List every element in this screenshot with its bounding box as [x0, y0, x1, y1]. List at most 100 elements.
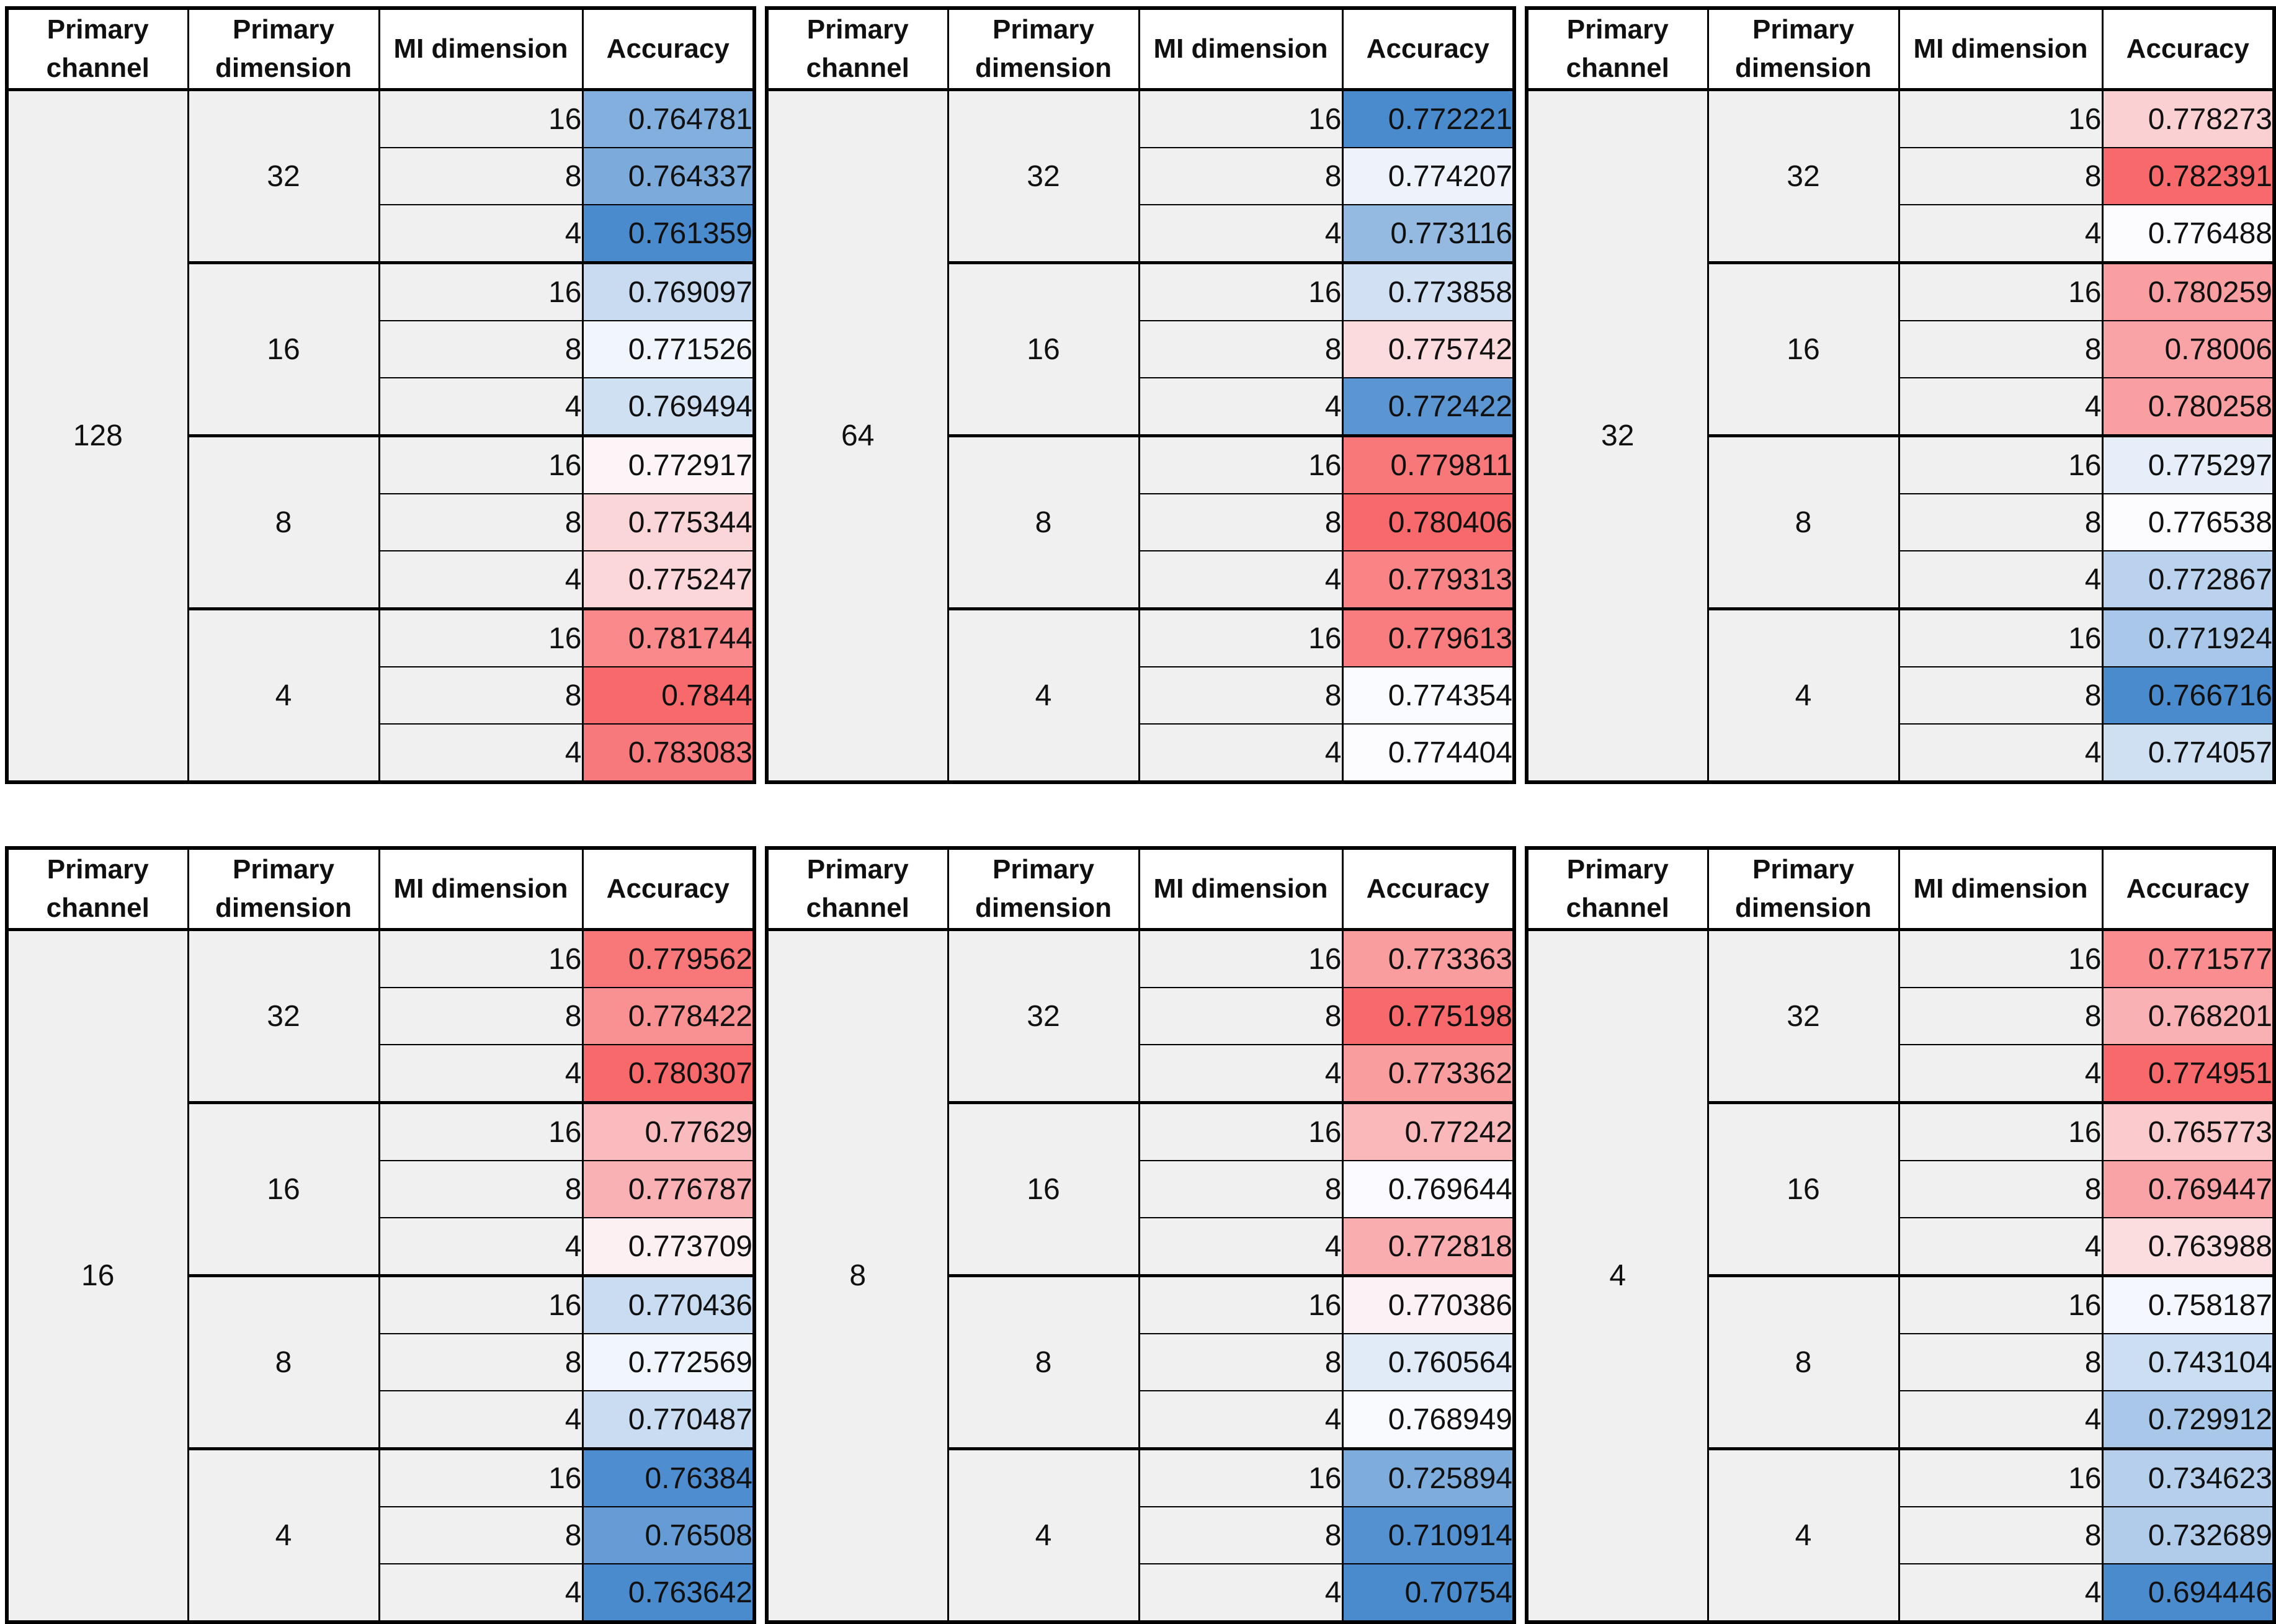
accuracy-cell: 0.765773 — [2101, 1101, 2275, 1161]
header-row: Primary channel Primary dimension MI dimen… — [6, 7, 756, 91]
table-row: 8 0.769447 — [1527, 1160, 2275, 1218]
table-row: 16 16 0.780259 — [1527, 261, 2275, 437]
primary-channel-cell: 32 — [1525, 88, 1709, 783]
accuracy-table-channel-16: Primary channel Primary dimension MI dimen… — [5, 846, 756, 1624]
mi-dimension-cell: 8 — [1138, 1506, 1344, 1564]
accuracy-cell: 0.781744 — [581, 607, 756, 667]
table-row: 4 0.776488 — [1527, 204, 2275, 264]
mi-dimension-cell: 4 — [378, 377, 584, 437]
table-row: 8 16 0.770436 — [7, 1274, 756, 1450]
table-row: 8 0.772569 — [7, 1333, 756, 1391]
table-row: 8 16 0.772917 — [7, 434, 756, 610]
accuracy-cell: 0.743104 — [2101, 1333, 2275, 1391]
accuracy-cell: 0.771577 — [2101, 928, 2275, 988]
accuracy-cell: 0.710914 — [1341, 1506, 1515, 1564]
accuracy-cell: 0.783083 — [581, 723, 756, 783]
accuracy-cell: 0.775344 — [581, 493, 756, 551]
mi-dimension-cell: 16 — [1138, 261, 1344, 321]
table-row: 8 0.710914 — [767, 1506, 1515, 1564]
accuracy-table-channel-8: Primary channel Primary dimension MI dimen… — [765, 846, 1516, 1624]
mi-dimension-cell: 16 — [378, 88, 584, 148]
header-mi-dimension: MI dimension — [1898, 7, 2104, 91]
primary-channel-cell: 128 — [6, 88, 189, 783]
mi-dimension-cell: 16 — [1898, 607, 2104, 667]
mi-dimension-cell: 4 — [1898, 1390, 2104, 1450]
accuracy-cell: 0.772818 — [1341, 1217, 1515, 1277]
mi-dimension-cell: 8 — [1898, 1333, 2104, 1391]
table-row: 8 16 0.779811 — [767, 434, 1515, 610]
table-row: 8 0.76508 — [7, 1506, 756, 1564]
primary-dimension-cell: 32 — [947, 928, 1140, 1104]
table-row: 128 32 16 0.764781 — [6, 88, 756, 783]
mi-dimension-cell: 4 — [1898, 1563, 2104, 1623]
accuracy-cell: 0.774951 — [2101, 1044, 2275, 1104]
accuracy-cell: 0.773362 — [1341, 1044, 1515, 1104]
table-row: 8 0.766716 — [1527, 666, 2275, 725]
header-primary-dimension: Primary dimension — [1707, 7, 1900, 91]
header-accuracy: Accuracy — [2101, 7, 2275, 91]
header-mi-dimension: MI dimension — [1138, 7, 1344, 91]
header-primary-channel: Primary channel — [1525, 847, 1709, 931]
mi-dimension-cell: 8 — [1898, 987, 2104, 1045]
accuracy-cell: 0.772867 — [2101, 550, 2275, 610]
mi-dimension-cell: 4 — [1898, 550, 2104, 610]
mi-dimension-cell: 16 — [1898, 88, 2104, 148]
table-row: 4 0.775247 — [7, 550, 756, 610]
accuracy-cell: 0.76508 — [581, 1506, 756, 1564]
table-row: 8 0.771526 — [7, 320, 756, 378]
mi-dimension-cell: 8 — [378, 1506, 584, 1564]
header-accuracy: Accuracy — [1341, 7, 1515, 91]
mi-dimension-cell: 16 — [1138, 1447, 1344, 1507]
accuracy-cell: 0.771526 — [581, 320, 756, 378]
header-mi-dimension: MI dimension — [1898, 847, 2104, 931]
primary-channel-cell: 8 — [765, 928, 949, 1623]
header-primary-dimension: Primary dimension — [187, 7, 380, 91]
table-row: 8 0.764337 — [7, 147, 756, 205]
mi-dimension-cell: 4 — [1138, 204, 1344, 264]
table-row: 8 16 0.775297 — [1527, 434, 2275, 610]
accuracy-cell: 0.77629 — [581, 1101, 756, 1161]
primary-channel-cell: 4 — [1525, 928, 1709, 1623]
accuracy-cell: 0.772422 — [1341, 377, 1515, 437]
mi-dimension-cell: 16 — [1898, 261, 2104, 321]
mi-dimension-cell: 4 — [378, 1563, 584, 1623]
mi-dimension-cell: 16 — [1898, 434, 2104, 494]
mi-dimension-cell: 16 — [1138, 607, 1344, 667]
mi-dimension-cell: 8 — [1898, 1160, 2104, 1218]
primary-dimension-cell: 32 — [947, 88, 1140, 264]
mi-dimension-cell: 8 — [1138, 987, 1344, 1045]
accuracy-cell: 0.734623 — [2101, 1447, 2275, 1507]
header-mi-dimension: MI dimension — [378, 7, 584, 91]
primary-dimension-cell: 16 — [947, 1101, 1140, 1277]
header-primary-dimension: Primary dimension — [187, 847, 380, 931]
primary-dimension-cell: 4 — [947, 1447, 1140, 1623]
accuracy-cell: 0.778422 — [581, 987, 756, 1045]
table-row: 4 0.773362 — [767, 1044, 1515, 1104]
table-row: 8 0.780406 — [767, 493, 1515, 551]
primary-dimension-cell: 16 — [1707, 1101, 1900, 1277]
header-accuracy: Accuracy — [581, 7, 756, 91]
accuracy-cell: 0.763988 — [2101, 1217, 2275, 1277]
accuracy-cell: 0.780406 — [1341, 493, 1515, 551]
accuracy-table-channel-4: Primary channel Primary dimension MI dimen… — [1525, 846, 2276, 1624]
mi-dimension-cell: 4 — [378, 1390, 584, 1450]
accuracy-cell: 0.772569 — [581, 1333, 756, 1391]
accuracy-cell: 0.768201 — [2101, 987, 2275, 1045]
primary-dimension-cell: 32 — [187, 928, 380, 1104]
mi-dimension-cell: 16 — [378, 1274, 584, 1334]
accuracy-cell: 0.780307 — [581, 1044, 756, 1104]
accuracy-cell: 0.771924 — [2101, 607, 2275, 667]
table-row: 16 32 16 0.779562 — [6, 928, 756, 1623]
table-row: 8 0.775198 — [767, 987, 1515, 1045]
primary-dimension-cell: 16 — [187, 261, 380, 437]
mi-dimension-cell: 8 — [378, 493, 584, 551]
table-row: 8 0.776538 — [1527, 493, 2275, 551]
accuracy-cell: 0.779811 — [1341, 434, 1515, 494]
mi-dimension-cell: 4 — [378, 723, 584, 783]
table-row: 8 0.782391 — [1527, 147, 2275, 205]
mi-dimension-cell: 4 — [378, 1044, 584, 1104]
accuracy-cell: 0.725894 — [1341, 1447, 1515, 1507]
mi-dimension-cell: 4 — [1138, 1390, 1344, 1450]
table-row: 4 0.779313 — [767, 550, 1515, 610]
